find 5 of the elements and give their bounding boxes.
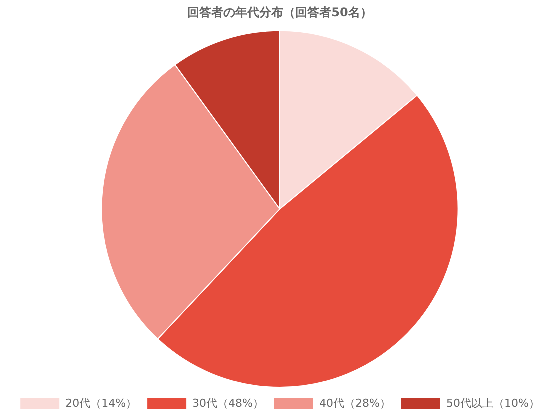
legend-label: 50代以上（10%）	[446, 396, 540, 410]
legend-label: 20代（14%）	[66, 396, 138, 410]
legend-label: 40代（28%）	[320, 396, 391, 410]
legend-label: 30代（48%）	[192, 396, 264, 410]
chart-title: 回答者の年代分布（回答者50名）	[188, 5, 372, 20]
